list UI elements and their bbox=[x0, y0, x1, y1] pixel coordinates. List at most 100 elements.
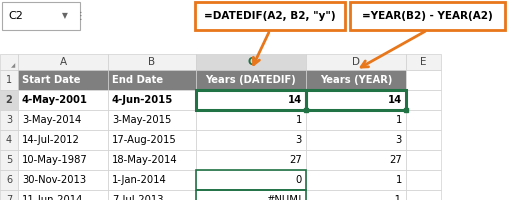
Bar bbox=[406, 54, 441, 70]
Text: 30-Nov-2013: 30-Nov-2013 bbox=[22, 175, 86, 185]
Bar bbox=[350, 2, 505, 30]
Bar bbox=[306, 170, 406, 190]
Bar bbox=[306, 90, 406, 110]
Text: ▼: ▼ bbox=[62, 11, 68, 21]
Text: B: B bbox=[148, 57, 155, 67]
Text: ◢: ◢ bbox=[11, 63, 15, 68]
Text: Years (YEAR): Years (YEAR) bbox=[320, 75, 392, 85]
Text: 1: 1 bbox=[396, 175, 402, 185]
Bar bbox=[18, 150, 108, 170]
Text: C2: C2 bbox=[8, 11, 23, 21]
Bar bbox=[108, 54, 196, 70]
Bar bbox=[196, 190, 306, 200]
Bar bbox=[196, 190, 306, 200]
Text: 10-May-1987: 10-May-1987 bbox=[22, 155, 88, 165]
Text: E: E bbox=[420, 57, 427, 67]
Bar bbox=[306, 90, 406, 110]
Text: A: A bbox=[60, 57, 67, 67]
Bar bbox=[196, 90, 306, 110]
Bar bbox=[306, 130, 406, 150]
Bar bbox=[406, 130, 441, 150]
Bar bbox=[196, 70, 306, 90]
Bar bbox=[306, 150, 406, 170]
Bar bbox=[108, 170, 196, 190]
Bar bbox=[196, 170, 306, 190]
Bar bbox=[0, 70, 18, 90]
Text: #NUM!: #NUM! bbox=[266, 195, 302, 200]
Bar bbox=[108, 70, 196, 90]
Bar bbox=[0, 190, 18, 200]
Bar bbox=[306, 70, 406, 90]
Text: C: C bbox=[247, 57, 255, 67]
Text: 3-May-2014: 3-May-2014 bbox=[22, 115, 81, 125]
Text: 7-Jul-2013: 7-Jul-2013 bbox=[112, 195, 164, 200]
Text: Years (DATEDIF): Years (DATEDIF) bbox=[206, 75, 297, 85]
Bar bbox=[0, 110, 18, 130]
Bar bbox=[406, 150, 441, 170]
Bar bbox=[0, 90, 18, 110]
Text: 3: 3 bbox=[296, 135, 302, 145]
Text: 4-May-2001: 4-May-2001 bbox=[22, 95, 88, 105]
Text: 2: 2 bbox=[6, 95, 12, 105]
Bar bbox=[2, 2, 80, 30]
Bar bbox=[108, 150, 196, 170]
Text: 1: 1 bbox=[295, 115, 302, 125]
Text: End Date: End Date bbox=[112, 75, 163, 85]
Bar bbox=[108, 190, 196, 200]
Bar bbox=[108, 110, 196, 130]
Bar bbox=[406, 110, 441, 130]
Text: 4: 4 bbox=[6, 135, 12, 145]
Text: 1-Jan-2014: 1-Jan-2014 bbox=[112, 175, 167, 185]
Bar bbox=[108, 90, 196, 110]
Text: 3: 3 bbox=[396, 135, 402, 145]
Bar bbox=[0, 150, 18, 170]
Bar bbox=[195, 2, 345, 30]
Bar bbox=[18, 110, 108, 130]
Text: D: D bbox=[352, 57, 360, 67]
Bar bbox=[18, 54, 108, 70]
Text: 6: 6 bbox=[6, 175, 12, 185]
Bar bbox=[18, 190, 108, 200]
Bar bbox=[196, 170, 306, 190]
Text: 7: 7 bbox=[6, 195, 12, 200]
Bar bbox=[196, 90, 306, 110]
Text: 0: 0 bbox=[296, 175, 302, 185]
Text: 1: 1 bbox=[396, 115, 402, 125]
Text: =DATEDIF(A2, B2, "y"): =DATEDIF(A2, B2, "y") bbox=[204, 11, 336, 21]
Bar bbox=[18, 70, 108, 90]
Bar bbox=[306, 54, 406, 70]
Bar bbox=[406, 190, 441, 200]
Text: -1: -1 bbox=[392, 195, 402, 200]
Bar bbox=[18, 170, 108, 190]
Bar bbox=[0, 54, 18, 70]
Text: 27: 27 bbox=[289, 155, 302, 165]
Bar bbox=[0, 170, 18, 190]
Text: 11-Jun-2014: 11-Jun-2014 bbox=[22, 195, 84, 200]
Text: 27: 27 bbox=[389, 155, 402, 165]
Bar bbox=[306, 110, 406, 130]
Text: Start Date: Start Date bbox=[22, 75, 81, 85]
Bar bbox=[196, 130, 306, 150]
Bar bbox=[406, 170, 441, 190]
Text: 3-May-2015: 3-May-2015 bbox=[112, 115, 171, 125]
Bar bbox=[406, 70, 441, 90]
Text: 4-Jun-2015: 4-Jun-2015 bbox=[112, 95, 173, 105]
Text: 18-May-2014: 18-May-2014 bbox=[112, 155, 177, 165]
Bar bbox=[18, 90, 108, 110]
Bar bbox=[196, 54, 306, 70]
Text: 1: 1 bbox=[6, 75, 12, 85]
Text: 14: 14 bbox=[388, 95, 402, 105]
Bar bbox=[108, 130, 196, 150]
Text: 14: 14 bbox=[288, 95, 302, 105]
Bar bbox=[196, 150, 306, 170]
Bar bbox=[196, 110, 306, 130]
Bar bbox=[406, 90, 441, 110]
Text: 14-Jul-2012: 14-Jul-2012 bbox=[22, 135, 80, 145]
Text: =YEAR(B2) - YEAR(A2): =YEAR(B2) - YEAR(A2) bbox=[362, 11, 493, 21]
Text: 17-Aug-2015: 17-Aug-2015 bbox=[112, 135, 177, 145]
Text: ⋮: ⋮ bbox=[75, 11, 85, 21]
Bar bbox=[0, 130, 18, 150]
Bar bbox=[306, 190, 406, 200]
Text: 3: 3 bbox=[6, 115, 12, 125]
Bar bbox=[18, 130, 108, 150]
